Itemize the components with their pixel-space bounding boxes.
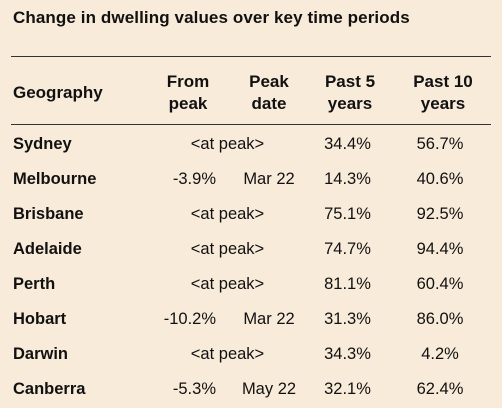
header-rule [11, 124, 491, 125]
past-10-years-cell: 56.7% [416, 135, 464, 153]
at-peak-cell: <at peak> [190, 275, 265, 293]
table-row: Melbourne -3.9% Mar 22 14.3% 40.6% [0, 162, 502, 197]
geography-cell: Melbourne [13, 170, 97, 188]
table-title: Change in dwelling values over key time … [13, 8, 410, 27]
header-past-5-years: Past 5 years [324, 72, 376, 113]
header-geography: Geography [13, 83, 103, 102]
geography-cell: Canberra [13, 380, 86, 398]
geography-cell: Darwin [13, 345, 69, 363]
table-row: Brisbane <at peak> 75.1% 92.5% [0, 197, 502, 232]
geography-cell: Sydney [13, 135, 72, 153]
table-row: Adelaide <at peak> 74.7% 94.4% [0, 232, 502, 267]
header-from-peak: From peak [166, 72, 210, 113]
table-row: Sydney <at peak> 34.4% 56.7% [0, 127, 502, 162]
past-10-years-cell: 60.4% [416, 275, 464, 293]
at-peak-cell: <at peak> [190, 240, 265, 258]
table-row: Perth <at peak> 81.1% 60.4% [0, 267, 502, 302]
peak-date-cell: May 22 [241, 380, 297, 398]
from-peak-cell: -10.2% [163, 310, 216, 328]
past-5-years-cell: 14.3% [324, 170, 371, 188]
past-5-years-cell: 32.1% [324, 380, 371, 398]
at-peak-cell: <at peak> [190, 205, 265, 223]
past-10-years-cell: 40.6% [416, 170, 464, 188]
from-peak-cell: -5.3% [172, 380, 216, 398]
past-10-years-cell: 86.0% [416, 310, 464, 328]
past-10-years-cell: 94.4% [416, 240, 464, 258]
past-5-years-cell: 34.3% [324, 345, 371, 363]
past-10-years-cell: 92.5% [416, 205, 464, 223]
geography-cell: Perth [13, 275, 56, 293]
at-peak-cell: <at peak> [190, 135, 265, 153]
past-5-years-cell: 81.1% [324, 275, 371, 293]
table-row: Canberra -5.3% May 22 32.1% 62.4% [0, 372, 502, 407]
past-10-years-cell: 62.4% [416, 380, 464, 398]
past-5-years-cell: 34.4% [324, 135, 371, 153]
top-rule [11, 56, 491, 57]
peak-date-cell: Mar 22 [243, 310, 295, 328]
header-past-10-years: Past 10 years [413, 72, 473, 113]
at-peak-cell: <at peak> [190, 345, 265, 363]
past-5-years-cell: 74.7% [324, 240, 371, 258]
geography-cell: Adelaide [13, 240, 82, 258]
header-peak-date: Peak date [249, 72, 289, 113]
peak-date-cell: Mar 22 [243, 170, 295, 188]
table-row: Darwin <at peak> 34.3% 4.2% [0, 337, 502, 372]
past-5-years-cell: 75.1% [324, 205, 371, 223]
from-peak-cell: -3.9% [172, 170, 216, 188]
past-10-years-cell: 4.2% [421, 345, 459, 363]
table-row: Hobart -10.2% Mar 22 31.3% 86.0% [0, 302, 502, 337]
geography-cell: Hobart [13, 310, 67, 328]
geography-cell: Brisbane [13, 205, 84, 223]
past-5-years-cell: 31.3% [324, 310, 371, 328]
